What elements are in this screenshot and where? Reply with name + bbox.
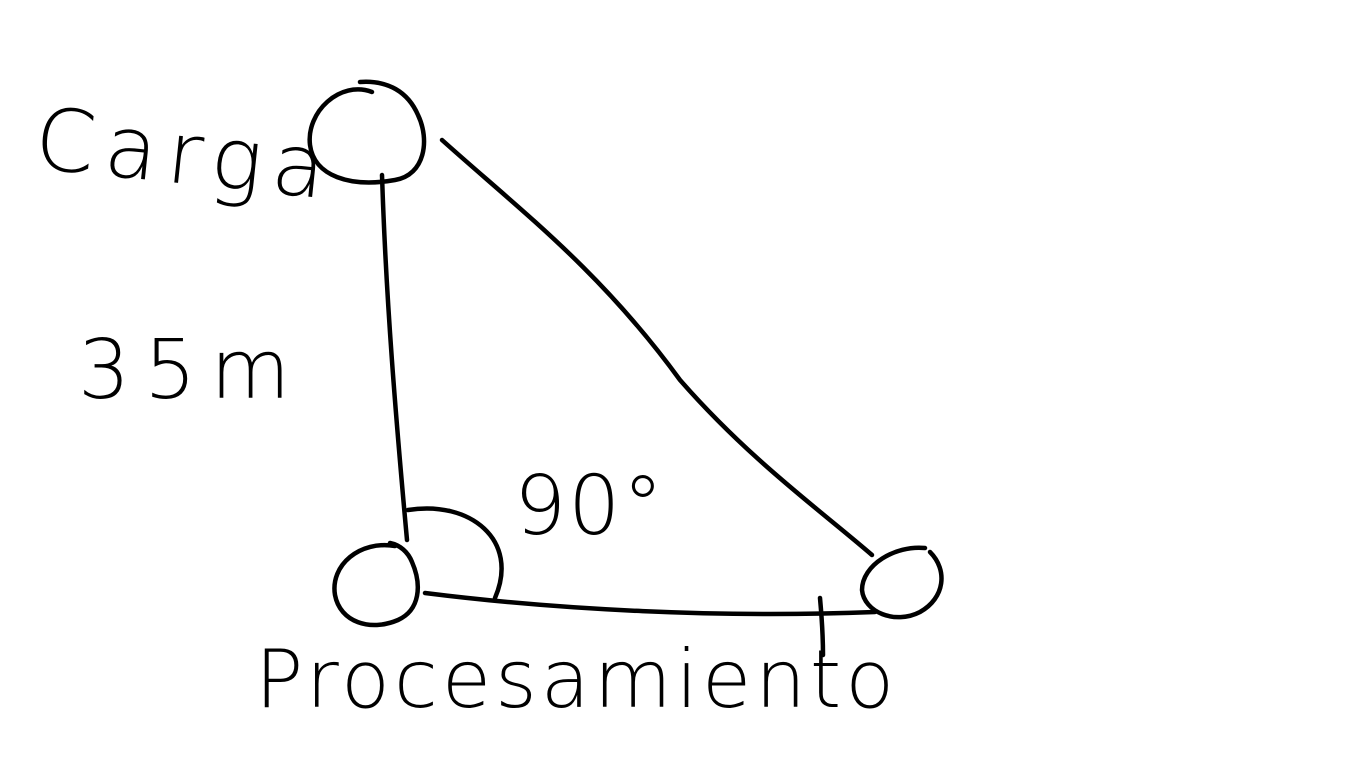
edge-hypotenuse <box>439 137 875 558</box>
edge-bottom-tick <box>817 595 826 658</box>
node-bottom-left-circle <box>332 540 420 628</box>
node-top-circle <box>307 79 427 185</box>
node-bottom-right-circle <box>859 545 944 620</box>
edge-left <box>379 172 410 543</box>
angle-arc <box>405 506 504 601</box>
node-bottom-left-label: Procesamiento <box>255 633 899 726</box>
edge-left-length-label: 35m <box>78 323 305 418</box>
right-angle-label: 90° <box>514 459 666 554</box>
edge-bottom <box>422 590 878 617</box>
